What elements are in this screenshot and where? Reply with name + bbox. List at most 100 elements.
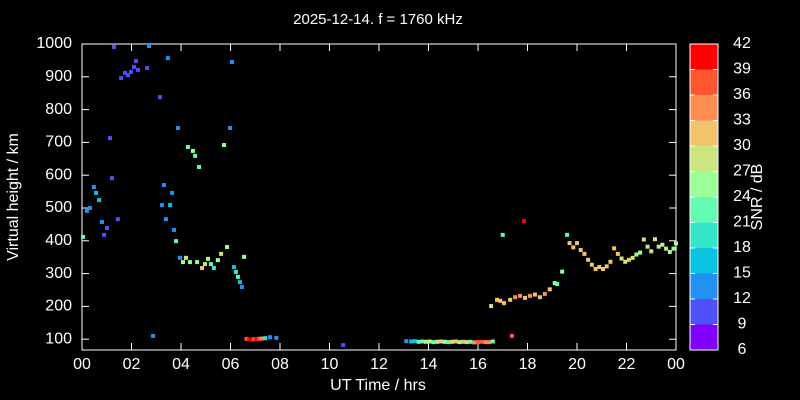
data-point — [174, 239, 179, 244]
data-point — [195, 260, 200, 265]
colorbar-tick-label: 15 — [733, 265, 751, 282]
data-point — [176, 125, 181, 130]
y-tick-label: 600 — [45, 166, 72, 183]
x-tick-label: 08 — [271, 356, 289, 373]
y-tick-label: 900 — [45, 68, 72, 85]
data-point — [542, 291, 547, 296]
x-axis-label: UT Time / hrs — [330, 377, 426, 394]
data-point — [490, 339, 495, 344]
data-point — [483, 340, 488, 345]
data-point — [409, 339, 414, 344]
data-point — [586, 257, 591, 262]
data-point — [641, 237, 646, 242]
colorbar-tick-label: 36 — [733, 86, 751, 103]
data-point — [597, 265, 602, 270]
data-point — [487, 340, 492, 345]
data-point — [133, 59, 138, 64]
data-point — [567, 241, 572, 246]
colorbar-band — [690, 120, 718, 146]
data-point — [168, 203, 173, 208]
y-tick-label: 100 — [45, 330, 72, 347]
y-tick-label: 700 — [45, 134, 72, 151]
data-point — [435, 339, 440, 344]
data-point — [87, 205, 92, 210]
data-point — [254, 337, 259, 342]
data-point — [239, 285, 244, 290]
data-point — [604, 264, 609, 269]
data-point — [84, 208, 89, 213]
data-point — [159, 203, 164, 208]
data-point — [219, 251, 224, 256]
colorbar-tick-label: 27 — [733, 163, 751, 180]
data-point — [442, 339, 447, 344]
data-point — [589, 262, 594, 267]
colorbar-tick-label: 6 — [738, 341, 747, 358]
colorbar-tick-label: 24 — [733, 188, 751, 205]
data-point — [649, 249, 654, 254]
data-point — [674, 241, 678, 246]
data-point — [457, 340, 462, 345]
data-point — [183, 255, 188, 260]
colorbar-tick-label: 33 — [733, 112, 751, 129]
data-point — [115, 217, 120, 222]
data-point — [274, 335, 279, 340]
data-point — [249, 337, 254, 342]
data-point — [593, 266, 598, 271]
colorbar-band — [690, 69, 718, 95]
data-point — [527, 293, 532, 298]
data-point — [431, 340, 436, 345]
data-point — [235, 274, 240, 279]
data-point — [547, 287, 552, 292]
colorbar-tick-label: 18 — [733, 239, 751, 256]
y-tick-label: 800 — [45, 101, 72, 118]
data-point — [667, 249, 672, 254]
data-point — [208, 262, 213, 267]
data-point — [630, 255, 635, 260]
data-point — [107, 136, 112, 141]
data-point — [664, 246, 669, 251]
chart-title: 2025-12-14. f = 1760 kHz — [293, 11, 463, 28]
data-point — [404, 339, 409, 344]
data-point — [427, 339, 432, 344]
data-point — [495, 297, 500, 302]
data-point — [555, 282, 560, 287]
data-point — [123, 70, 128, 75]
data-point — [446, 340, 451, 345]
data-point — [228, 125, 233, 130]
data-point — [131, 64, 136, 69]
data-point — [229, 60, 234, 65]
data-point — [100, 220, 105, 225]
x-tick-label: 10 — [321, 356, 339, 373]
colorbar-label: SNR / dB — [749, 164, 766, 231]
y-axis-label: Virtual height / km — [5, 133, 22, 261]
data-point — [412, 339, 417, 344]
colorbar-band — [690, 222, 718, 248]
data-point — [147, 43, 152, 48]
data-point — [472, 340, 477, 345]
data-point — [489, 304, 494, 309]
data-point — [652, 237, 657, 242]
data-point — [231, 265, 236, 270]
data-point — [501, 301, 506, 306]
data-point — [341, 343, 346, 348]
data-point — [571, 245, 576, 250]
data-point — [129, 69, 134, 74]
data-point — [247, 337, 252, 342]
colorbar-tick-label: 39 — [733, 61, 751, 78]
data-point — [178, 255, 183, 260]
data-point — [263, 336, 268, 341]
data-point — [259, 336, 264, 341]
x-tick-label: 18 — [519, 356, 537, 373]
data-point — [104, 225, 109, 230]
data-point — [211, 266, 216, 271]
colorbar-band — [690, 299, 718, 325]
data-point — [200, 266, 205, 271]
data-point — [450, 339, 455, 344]
data-point — [560, 269, 565, 274]
data-point — [222, 143, 227, 148]
y-tick-label: 400 — [45, 232, 72, 249]
data-point — [619, 256, 624, 261]
data-point — [242, 254, 247, 259]
colorbar-tick-label: 30 — [733, 137, 751, 154]
